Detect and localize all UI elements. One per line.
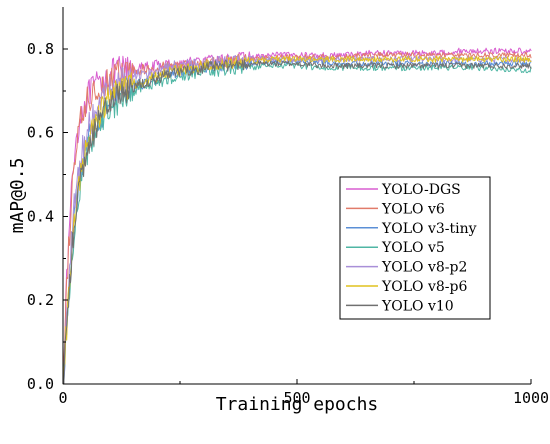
series-line-4 [62, 55, 532, 385]
x-tick-label: 0 [58, 389, 67, 407]
x-tick-label: 500 [283, 389, 310, 407]
y-tick-label: 0.2 [27, 291, 54, 309]
y-tick-label: 0.6 [27, 124, 54, 142]
series-line-1 [62, 51, 532, 385]
legend-label: YOLO v3-tiny [381, 221, 477, 237]
legend-label: YOLO v5 [381, 240, 445, 256]
y-axis-title: mAP@0.5 [7, 158, 28, 234]
y-tick-label: 0.4 [27, 207, 54, 225]
legend-label: YOLO v10 [381, 298, 454, 314]
legend-label: YOLO v8-p6 [381, 279, 467, 295]
y-tick-label: 0.0 [27, 375, 54, 393]
y-tick-label: 0.8 [27, 40, 54, 58]
series-line-5 [62, 55, 532, 385]
legend-label: YOLO v8-p2 [381, 260, 467, 276]
legend-label: YOLO v6 [381, 201, 445, 217]
x-tick-label: 1000 [513, 389, 549, 407]
series-line-6 [62, 59, 532, 385]
plot-area [62, 47, 532, 385]
x-axis-title: Training epochs [216, 394, 379, 415]
legend-label: YOLO-DGS [381, 182, 461, 198]
legend: YOLO-DGS YOLO v6 YOLO v3-tiny YOLO v5 YOLO v… [339, 176, 491, 320]
axes: 0.0 0.2 0.4 0.6 0.8 0 500 1000 [27, 7, 549, 407]
